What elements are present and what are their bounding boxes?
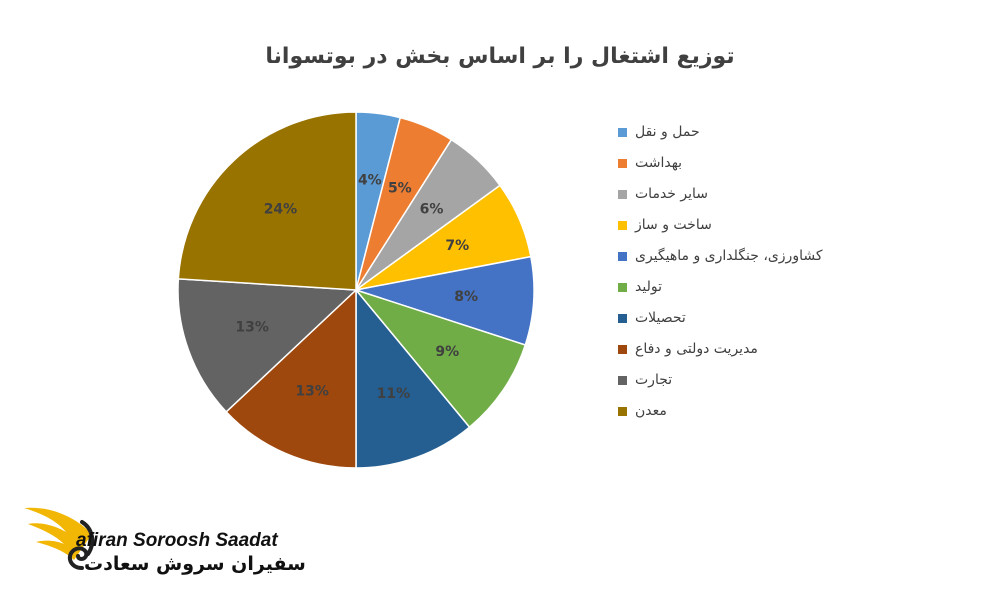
legend-item: حمل و نقل [618, 118, 918, 146]
pie-slice [177, 278, 358, 413]
legend-item: معدن [618, 397, 918, 425]
legend-swatch [618, 406, 627, 416]
legend-item: تحصیلات [618, 304, 918, 332]
wing-icon [24, 507, 92, 560]
slice-data-label: 13% [295, 383, 329, 399]
legend-swatch [618, 282, 627, 292]
legend-label: سایر خدمات [635, 186, 709, 202]
legend-label: حمل و نقل [635, 124, 700, 140]
legend-swatch [618, 251, 627, 261]
slice-data-label: 4% [358, 173, 382, 189]
pie-slice [355, 287, 471, 469]
legend-label: ساخت و ساز [635, 217, 712, 233]
slice-data-label: 7% [445, 238, 469, 254]
pie-slice [353, 288, 527, 429]
legend-label: معدن [635, 403, 667, 419]
legend-label: تولید [635, 279, 662, 295]
pie-slice [177, 111, 357, 291]
legend-swatch [618, 127, 627, 137]
slice-data-label: 11% [377, 386, 411, 402]
legend-label: کشاورزی، جنگلداری و ماهیگیری [635, 248, 823, 264]
legend-swatch [618, 313, 627, 323]
legend-label: بهداشت [635, 155, 683, 171]
slice-data-label: 24% [264, 202, 298, 218]
legend-item: تولید [618, 273, 918, 301]
slice-data-label: 8% [454, 289, 478, 305]
legend-label: تحصیلات [635, 310, 686, 326]
pie-slice [225, 288, 357, 469]
legend-item: مدیریت دولتی و دفاع [618, 335, 918, 363]
legend-swatch [618, 220, 627, 230]
legend-swatch [618, 158, 627, 168]
slice-data-label: 5% [388, 181, 412, 197]
swan-icon [67, 546, 89, 570]
legend-item: ساخت و ساز [618, 211, 918, 239]
legend-item: تجارت [618, 366, 918, 394]
legend-label: تجارت [635, 372, 673, 388]
slice-data-label: 9% [435, 344, 459, 360]
slice-data-label: 6% [420, 202, 444, 218]
brand-name-en: afiran Soroosh Saadat [76, 530, 278, 551]
brand-logo [24, 507, 95, 570]
legend-swatch [618, 375, 627, 385]
legend-item: سایر خدمات [618, 180, 918, 208]
brand-name-fa: سفیران سروش سعادت [84, 553, 306, 575]
chart-title: توزیع اشتغال را بر اساس بخش در بوتسوانا [265, 44, 735, 69]
pie-slice [355, 255, 535, 346]
legend-swatch [618, 344, 627, 354]
legend-item: کشاورزی، جنگلداری و ماهیگیری [618, 242, 918, 270]
legend-label: مدیریت دولتی و دفاع [635, 341, 758, 357]
legend-swatch [618, 189, 627, 199]
slice-data-label: 13% [235, 319, 269, 335]
legend-item: بهداشت [618, 149, 918, 177]
